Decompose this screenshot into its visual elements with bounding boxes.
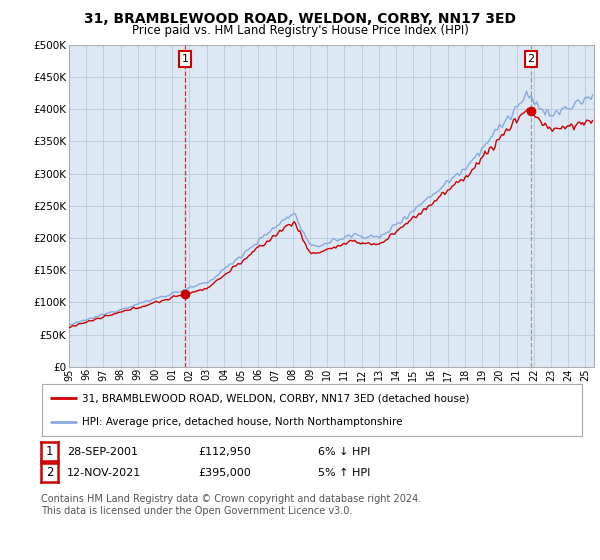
Text: £112,950: £112,950 [198,447,251,457]
Text: 1: 1 [182,54,188,64]
Text: 1: 1 [46,445,53,458]
Text: 6% ↓ HPI: 6% ↓ HPI [318,447,370,457]
Text: 31, BRAMBLEWOOD ROAD, WELDON, CORBY, NN17 3ED (detached house): 31, BRAMBLEWOOD ROAD, WELDON, CORBY, NN1… [83,393,470,403]
Text: 5% ↑ HPI: 5% ↑ HPI [318,468,370,478]
Text: HPI: Average price, detached house, North Northamptonshire: HPI: Average price, detached house, Nort… [83,417,403,427]
Text: Contains HM Land Registry data © Crown copyright and database right 2024.
This d: Contains HM Land Registry data © Crown c… [41,494,422,516]
Text: 31, BRAMBLEWOOD ROAD, WELDON, CORBY, NN17 3ED: 31, BRAMBLEWOOD ROAD, WELDON, CORBY, NN1… [84,12,516,26]
Text: £395,000: £395,000 [198,468,251,478]
Text: 2: 2 [527,54,535,64]
Text: 12-NOV-2021: 12-NOV-2021 [67,468,142,478]
Text: 2: 2 [46,466,53,479]
Text: 28-SEP-2001: 28-SEP-2001 [67,447,138,457]
Text: Price paid vs. HM Land Registry's House Price Index (HPI): Price paid vs. HM Land Registry's House … [131,24,469,36]
